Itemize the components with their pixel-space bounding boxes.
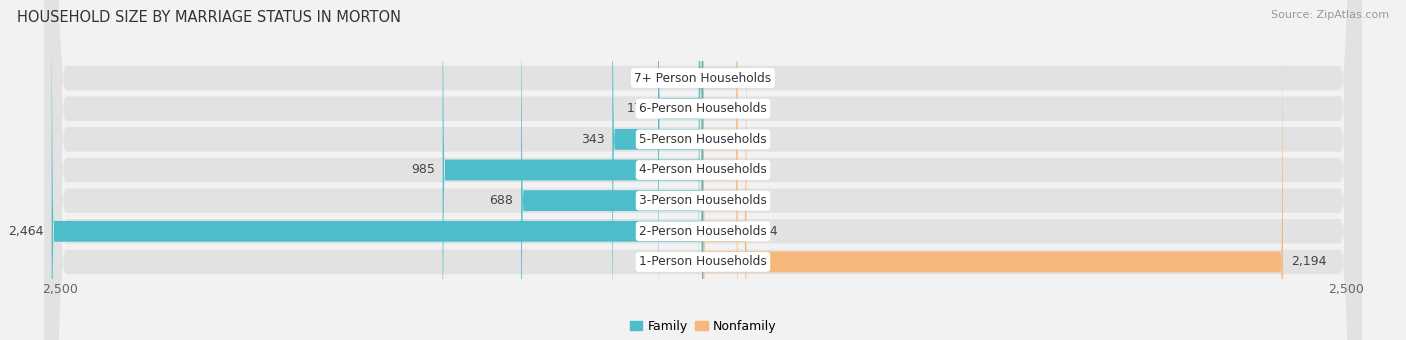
FancyBboxPatch shape xyxy=(703,0,737,340)
Text: 985: 985 xyxy=(411,164,434,176)
FancyBboxPatch shape xyxy=(45,0,1361,340)
FancyBboxPatch shape xyxy=(658,0,703,340)
Text: 2,464: 2,464 xyxy=(8,225,44,238)
FancyBboxPatch shape xyxy=(45,0,1361,340)
Text: 2,194: 2,194 xyxy=(1291,255,1326,269)
FancyBboxPatch shape xyxy=(613,0,703,340)
Text: 0: 0 xyxy=(745,133,754,146)
FancyBboxPatch shape xyxy=(45,0,1361,340)
Text: 0: 0 xyxy=(745,71,754,85)
Text: 0: 0 xyxy=(745,194,754,207)
FancyBboxPatch shape xyxy=(45,0,1361,340)
FancyBboxPatch shape xyxy=(703,0,737,313)
FancyBboxPatch shape xyxy=(45,0,1361,340)
FancyBboxPatch shape xyxy=(699,0,703,340)
Text: 7+ Person Households: 7+ Person Households xyxy=(634,71,772,85)
Text: 2,500: 2,500 xyxy=(42,284,79,296)
FancyBboxPatch shape xyxy=(45,0,1361,340)
FancyBboxPatch shape xyxy=(52,0,703,340)
Text: 0: 0 xyxy=(745,102,754,115)
FancyBboxPatch shape xyxy=(703,0,1282,340)
Text: 2,500: 2,500 xyxy=(1327,284,1364,296)
FancyBboxPatch shape xyxy=(703,0,737,340)
FancyBboxPatch shape xyxy=(703,0,747,340)
Text: 5-Person Households: 5-Person Households xyxy=(640,133,766,146)
Text: 164: 164 xyxy=(754,225,778,238)
Text: 6-Person Households: 6-Person Households xyxy=(640,102,766,115)
FancyBboxPatch shape xyxy=(522,0,703,340)
FancyBboxPatch shape xyxy=(45,0,1361,340)
Legend: Family, Nonfamily: Family, Nonfamily xyxy=(624,315,782,338)
Text: 16: 16 xyxy=(675,71,690,85)
Text: 2-Person Households: 2-Person Households xyxy=(640,225,766,238)
FancyBboxPatch shape xyxy=(703,0,737,340)
FancyBboxPatch shape xyxy=(443,0,703,340)
FancyBboxPatch shape xyxy=(703,0,737,340)
Text: 1-Person Households: 1-Person Households xyxy=(640,255,766,269)
Text: 3-Person Households: 3-Person Households xyxy=(640,194,766,207)
Text: 4-Person Households: 4-Person Households xyxy=(640,164,766,176)
Text: 0: 0 xyxy=(745,164,754,176)
Text: HOUSEHOLD SIZE BY MARRIAGE STATUS IN MORTON: HOUSEHOLD SIZE BY MARRIAGE STATUS IN MOR… xyxy=(17,10,401,25)
Text: 170: 170 xyxy=(626,102,650,115)
Text: Source: ZipAtlas.com: Source: ZipAtlas.com xyxy=(1271,10,1389,20)
Text: 343: 343 xyxy=(581,133,605,146)
Text: 688: 688 xyxy=(489,194,513,207)
